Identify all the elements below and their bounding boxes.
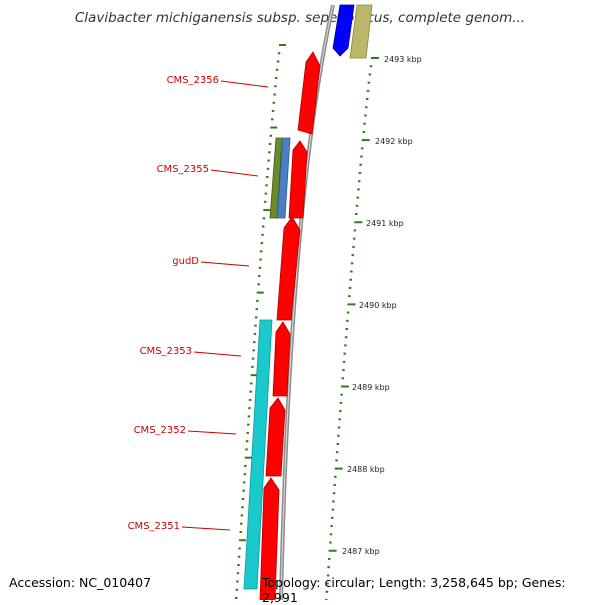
cds-arrow-cms2352 [265,397,286,477]
scale-label-2489: 2489 kbp [352,383,390,392]
scale-labels: 2493 kbp 2492 kbp 2491 kbp 2490 kbp 2489… [342,55,422,556]
label-line-gudd [200,261,250,267]
cds-arrow-cms2356 [297,51,321,135]
feature-blue [332,4,355,57]
label-line-cms2355 [210,169,259,177]
label-line-cms2353 [193,351,242,357]
tick-ring-inner [235,44,286,599]
map-title: Clavibacter michiganensis subsp. sepedon… [74,10,526,26]
label-line-cms2351 [181,526,231,531]
gene-label-cms2353: CMS_2353 [140,346,192,357]
scale-label-2488: 2488 kbp [347,465,385,474]
cds-arrow-cms2351 [259,477,280,600]
gene-label-cms2356: CMS_2356 [167,75,219,86]
feature-cms2355-steel [276,137,291,219]
label-line-cms2352 [187,430,237,435]
cds-arrow-cms2353 [272,321,291,397]
accession-text: Accession: NC_010407 [9,575,152,590]
topology-text: Topology: circular; Length: 3,258,645 bp… [262,575,566,605]
gene-labels: CMS_2356 CMS_2355 gudD CMS_2353 CMS_2352… [128,75,269,532]
cds-arrow-cms2355 [288,140,308,219]
feature-khaki [349,4,373,59]
feature-cms2353-cyan [243,319,273,590]
scale-label-2487: 2487 kbp [342,547,380,556]
gene-label-cms2351: CMS_2351 [128,521,180,532]
scale-label-2491: 2491 kbp [366,219,404,228]
gene-label-cms2352: CMS_2352 [134,425,186,436]
scale-label-2492: 2492 kbp [375,137,413,146]
gene-label-cms2355: CMS_2355 [157,164,209,175]
scale-label-2493: 2493 kbp [384,55,422,64]
label-line-cms2356 [220,80,269,88]
scale-label-2490: 2490 kbp [359,301,397,310]
cds-arrow-guddy [276,216,301,321]
genome-backbone-highlight [280,4,334,600]
gene-label-gudd: gudD [172,256,199,267]
tick-ring-outer [325,57,379,600]
